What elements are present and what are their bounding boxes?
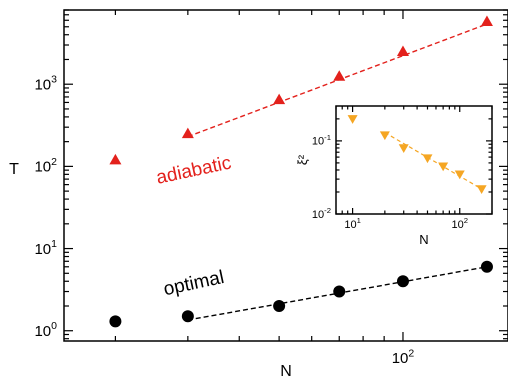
adiabatic-point — [333, 70, 346, 81]
inset-fit-lines — [384, 132, 482, 190]
main-y-axis-label: T — [9, 161, 19, 178]
main-axes-frame — [63, 9, 508, 342]
series-0-point — [438, 162, 449, 172]
inset-background — [336, 106, 492, 214]
series-0-point — [379, 131, 390, 141]
inset-axes-frame — [335, 105, 493, 215]
y-tick-label: 103 — [34, 74, 57, 94]
adiabatic-point — [480, 15, 493, 26]
series-label-adiabatic: adiabatic — [154, 152, 233, 188]
optimal-point — [396, 275, 409, 288]
series-0-point — [398, 144, 409, 153]
y-tick-label: 10-2 — [312, 206, 331, 221]
main-fit-lines — [187, 23, 488, 321]
inset-y-axis-label: ξ² — [295, 154, 310, 165]
optimal-fit-line — [187, 266, 488, 321]
inset-x-axis-label: N — [419, 232, 428, 247]
x-tick-label: 102 — [392, 347, 415, 367]
optimal-point — [109, 315, 122, 328]
y-tick-label: 102 — [34, 156, 57, 176]
x-tick-label: 102 — [451, 216, 468, 231]
inset-data-marks — [347, 115, 487, 194]
adiabatic-fit-line — [187, 23, 488, 138]
adiabatic-point — [109, 153, 122, 165]
adiabatic-point — [181, 127, 194, 139]
series-0-point — [347, 115, 358, 124]
series-0-point — [422, 154, 433, 164]
series-0-fit-line — [384, 132, 482, 190]
series-label-optimal: optimal — [162, 267, 226, 300]
series-0-point — [476, 185, 487, 194]
inset-plot: 101 102 10-2 10-1 N ξ² — [295, 105, 493, 247]
y-tick-label: 10-1 — [312, 133, 331, 148]
series-0-point — [454, 170, 465, 180]
optimal-point — [480, 260, 493, 273]
main-data-marks — [109, 15, 493, 328]
y-tick-label: 101 — [34, 238, 57, 258]
inset-tick-labels: 101 102 10-2 10-1 — [312, 133, 468, 231]
main-ticks — [64, 9, 508, 341]
y-tick-label: 100 — [34, 320, 57, 340]
inset-ticks — [335, 106, 493, 215]
optimal-point — [333, 285, 346, 298]
main-x-axis-label: N — [280, 363, 292, 380]
optimal-point — [273, 299, 286, 312]
adiabatic-point — [396, 45, 409, 57]
optimal-point — [181, 310, 194, 323]
adiabatic-point — [273, 93, 286, 105]
x-tick-label: 101 — [344, 216, 361, 231]
main-tick-labels: 102 100 101 102 103 — [34, 74, 414, 367]
